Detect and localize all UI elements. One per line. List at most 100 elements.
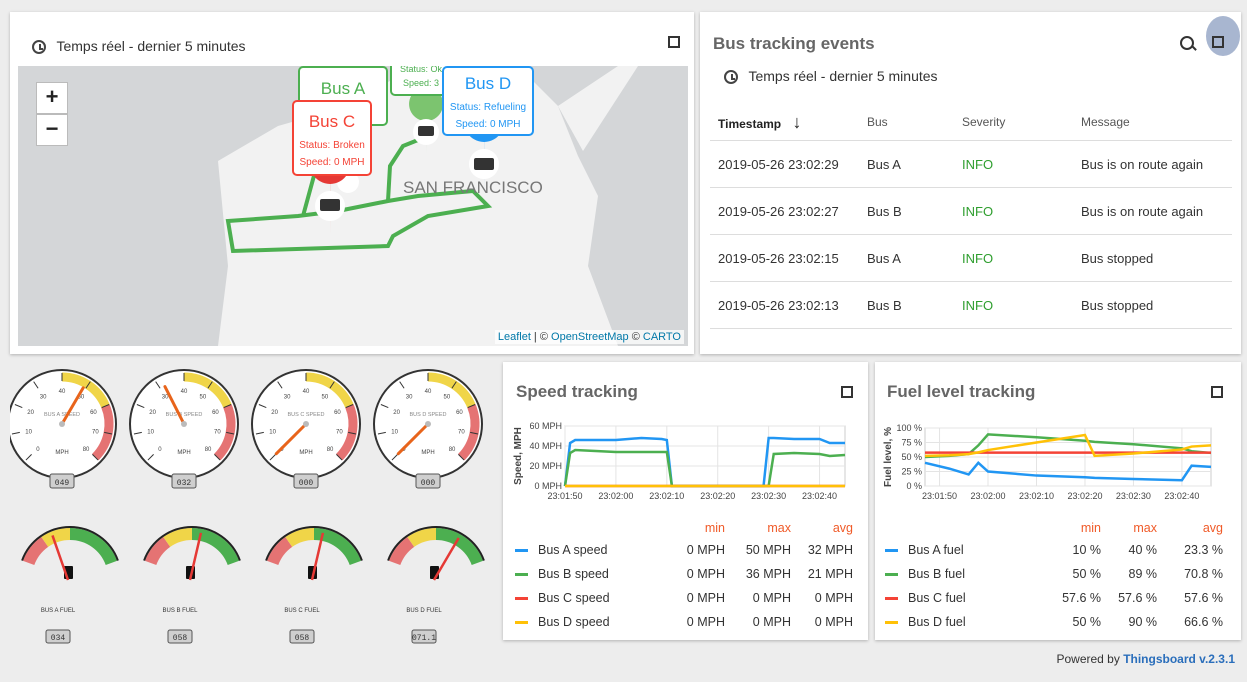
series-line-bus-b-speed xyxy=(563,448,846,488)
legend-max: 89 % xyxy=(1128,567,1158,581)
osm-link[interactable]: OpenStreetMap xyxy=(551,331,629,343)
legend-swatch xyxy=(515,573,528,577)
legend-row[interactable]: Bus D speed 0 MPH 0 MPH 0 MPH xyxy=(515,610,853,634)
legend-min: 0 MPH xyxy=(686,567,725,581)
legend-row[interactable]: Bus D fuel 50 % 90 % 66.6 % xyxy=(885,610,1223,634)
fullscreen-icon[interactable] xyxy=(1211,386,1223,398)
gauge-tick-label: 80 xyxy=(83,447,90,453)
legend-row[interactable]: Bus C fuel 57.6 % 57.6 % 57.6 % xyxy=(885,586,1223,610)
gauge-tick-label: 60 xyxy=(334,410,341,416)
gauge-tick xyxy=(399,381,405,389)
speed-gauge: 0 10 20 30 40 50 60 70 80 BUS A SPEED MPH 049 xyxy=(7,369,117,489)
popup-bus-d: Bus D Status: Refueling Speed: 0 MPH xyxy=(442,66,534,136)
fuel-display xyxy=(411,629,437,644)
legend-min: 0 MPH xyxy=(686,591,725,605)
table-row[interactable]: 2019-05-26 23:02:27 Bus B INFO Bus is on ro… xyxy=(710,187,1232,235)
fuel-needle xyxy=(432,537,460,581)
gauge-tick-label: 60 xyxy=(90,410,97,416)
legend-row[interactable]: Bus A speed 0 MPH 50 MPH 32 MPH xyxy=(515,538,853,562)
x-tick-label: 23:02:30 xyxy=(751,491,786,501)
gauge-tick-label: 20 xyxy=(393,410,400,416)
series-line-bus-a-fuel xyxy=(924,461,1212,482)
gauge-tick xyxy=(147,454,154,461)
legend-row[interactable]: Bus B speed 0 MPH 36 MPH 21 MPH xyxy=(515,562,853,586)
legend-min: 50 % xyxy=(1072,567,1102,581)
cell-timestamp: 2019-05-26 23:02:13 xyxy=(710,281,859,329)
gauge-label: BUS D SPEED xyxy=(410,412,447,418)
bus-header[interactable]: Bus xyxy=(859,104,954,141)
legend-row[interactable]: Bus A fuel 10 % 40 % 23.3 % xyxy=(885,538,1223,562)
cell-message: Bus stopped xyxy=(1073,281,1232,329)
fuel-mid-band xyxy=(163,528,193,548)
gauge-tick xyxy=(336,454,343,461)
map-timewindow[interactable]: Temps réel - dernier 5 minutes xyxy=(32,38,246,56)
gauge-tick xyxy=(470,431,479,435)
legend-row[interactable]: Bus B fuel 50 % 89 % 70.8 % xyxy=(885,562,1223,586)
legend-avg: 21 MPH xyxy=(807,567,853,581)
legend-label: Bus C speed xyxy=(538,591,610,605)
fuel-gauge-label: BUS A FUEL xyxy=(41,608,76,614)
fuel-value: 058 xyxy=(295,634,310,643)
severity-header[interactable]: Severity xyxy=(954,104,1073,141)
fuel-outline xyxy=(265,526,363,561)
legend-avg: 70.8 % xyxy=(1184,567,1223,581)
cell-timestamp: 2019-05-26 23:02:15 xyxy=(710,234,859,282)
gauge-tick xyxy=(11,431,20,435)
fullscreen-icon[interactable] xyxy=(841,386,853,398)
fuel-high-band xyxy=(435,528,483,566)
events-timewindow[interactable]: Temps réel - dernier 5 minutes xyxy=(724,68,938,86)
legend-avg: 32 MPH xyxy=(807,543,853,557)
legend-swatch xyxy=(515,621,528,625)
cell-message: Bus is on route again xyxy=(1073,140,1232,188)
gauge-tick xyxy=(277,381,283,389)
gauge-hub xyxy=(425,421,431,427)
gauge-label: BUS B SPEED xyxy=(166,412,203,418)
fuel-high-band xyxy=(69,528,117,566)
table-row[interactable]: 2019-05-26 23:02:15 Bus A INFO Bus stopped xyxy=(710,234,1232,282)
fullscreen-icon[interactable] xyxy=(1212,36,1224,48)
message-header[interactable]: Message xyxy=(1073,104,1232,141)
clock-icon xyxy=(32,39,46,54)
legend-avg: 0 MPH xyxy=(814,615,853,629)
zoom-out-button[interactable]: − xyxy=(36,114,68,146)
legend-max: 90 % xyxy=(1128,615,1158,629)
gauge-unit: MPH xyxy=(421,450,434,456)
leaflet-link[interactable]: Leaflet xyxy=(497,331,531,343)
fuel-legend: min max avg Bus A fuel 10 % 40 % 23.3 % Bus B … xyxy=(885,518,1223,634)
x-tick-label: 23:02:20 xyxy=(1067,491,1102,501)
search-icon[interactable] xyxy=(1180,36,1197,51)
gauge-tick xyxy=(223,404,232,409)
gauge-tick-label: 10 xyxy=(25,430,32,436)
x-tick-label: 23:02:10 xyxy=(1019,491,1054,501)
fuel-gauge: BUS C FUEL 058 xyxy=(265,526,363,644)
fuel-chart[interactable]: 0 % 25 % 50 % 75 % 100 % 23:01:50 23:02:00 23:0… xyxy=(875,410,1241,560)
legend-label: Bus D fuel xyxy=(908,615,966,629)
table-row[interactable]: 2019-05-26 23:02:13 Bus B INFO Bus stopped xyxy=(710,281,1232,329)
legend-label: Bus B speed xyxy=(538,567,609,581)
gauge-tick-label: 80 xyxy=(449,447,456,453)
map-view[interactable]: SAN FRANCISCO + − Status: Ok Speed: 3 Bu… xyxy=(18,66,688,346)
events-card: Bus tracking events Temps réel - dernier… xyxy=(700,12,1241,354)
max-header: max xyxy=(1133,521,1157,535)
gauge-tick xyxy=(207,381,213,389)
fullscreen-icon[interactable] xyxy=(668,36,680,48)
cell-message: Bus stopped xyxy=(1073,234,1232,282)
fuel-gauge: BUS D FUEL 071.1 xyxy=(387,526,485,644)
legend-row[interactable]: Bus C speed 0 MPH 0 MPH 0 MPH xyxy=(515,586,853,610)
gauge-tick xyxy=(92,454,99,461)
legend-max: 50 MPH xyxy=(745,543,791,557)
timestamp-header[interactable]: Timestamp ↓ xyxy=(710,104,859,141)
bus-a-marker[interactable] xyxy=(409,87,444,156)
y-tick-label: 25 % xyxy=(901,467,922,477)
x-tick-label: 23:02:30 xyxy=(1116,491,1151,501)
thingsboard-link[interactable]: Thingsboard v.2.3.1 xyxy=(1123,652,1235,666)
gauge-tick xyxy=(451,381,457,389)
gauge-tick xyxy=(155,381,161,389)
gauge-tick-label: 70 xyxy=(92,430,99,436)
x-tick-label: 23:01:50 xyxy=(922,491,957,501)
speed-chart[interactable]: 0 MPH 20 MPH 40 MPH 60 MPH 23:01:50 23:02:00 2… xyxy=(503,410,868,560)
zoom-in-button[interactable]: + xyxy=(36,82,68,114)
plot-frame xyxy=(564,425,846,487)
carto-link[interactable]: CARTO xyxy=(642,331,681,343)
table-row[interactable]: 2019-05-26 23:02:29 Bus A INFO Bus is on ro… xyxy=(710,140,1232,188)
